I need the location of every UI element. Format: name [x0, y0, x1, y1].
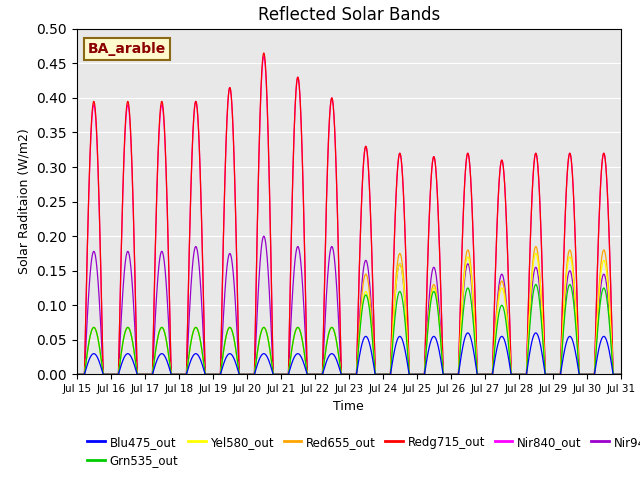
- Title: Reflected Solar Bands: Reflected Solar Bands: [258, 6, 440, 24]
- Text: BA_arable: BA_arable: [88, 42, 166, 56]
- Legend: Blu475_out, Grn535_out, Yel580_out, Red655_out, Redg715_out, Nir840_out, Nir945_: Blu475_out, Grn535_out, Yel580_out, Red6…: [83, 431, 640, 472]
- X-axis label: Time: Time: [333, 400, 364, 413]
- Y-axis label: Solar Raditaion (W/m2): Solar Raditaion (W/m2): [18, 129, 31, 275]
